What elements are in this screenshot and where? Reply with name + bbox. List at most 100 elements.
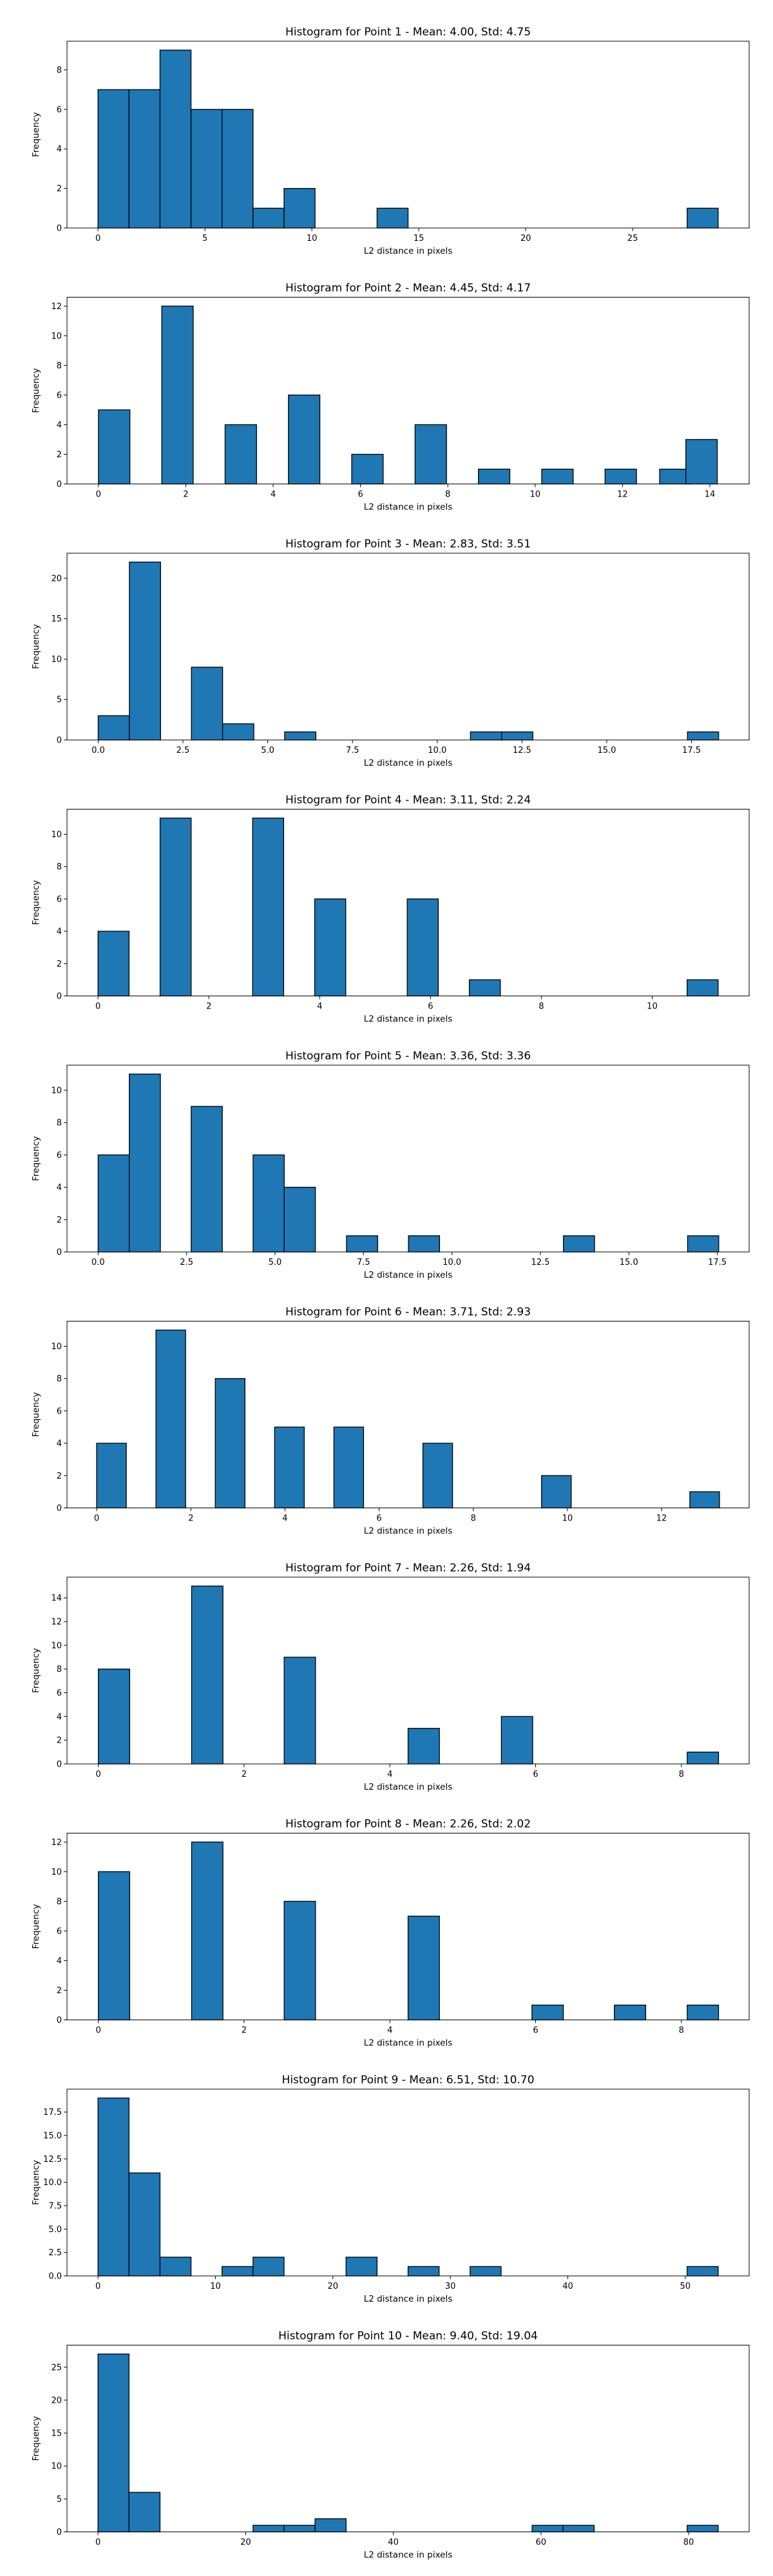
y-tick-label: 10 [51,1086,62,1095]
x-tick-label: 20 [520,234,531,243]
histogram-chart-9: Histogram for Point 9 - Mean: 6.51, Std:… [31,2074,750,2304]
histogram-bar [98,409,131,485]
x-tick-label: 8 [679,2026,684,2036]
histogram-bar [155,1329,186,1509]
chart-title: Histogram for Point 2 - Mean: 4.45, Std:… [285,282,531,295]
histogram-bar [414,424,447,485]
plot-frame [66,809,750,996]
histogram-bar [689,1491,720,1509]
y-tick-label: 0 [57,992,62,1001]
y-axis-label: Frequency [31,2160,41,2205]
x-axis-label: L2 distance in pixels [364,2038,452,2049]
y-tick-label: 0.0 [48,2272,62,2282]
x-axis-label: L2 distance in pixels [364,1014,452,1025]
y-tick-label: 6 [57,1689,62,1698]
x-axis-label: L2 distance in pixels [364,502,452,513]
y-tick-label: 8 [57,1119,62,1128]
histogram-chart-8: Histogram for Point 8 - Mean: 2.26, Std:… [31,1818,750,2049]
x-tick-label: 14 [705,490,716,500]
histogram-bar [283,187,316,229]
histogram-bar [422,1443,453,1509]
histogram-bar [288,394,321,485]
histogram-bar [604,468,637,485]
x-tick-label: 8 [679,1770,684,1779]
histogram-bar [407,1915,440,2021]
x-tick-label: 10.0 [428,746,446,755]
y-axis-label: Frequency [31,1136,41,1181]
x-tick-label: 15 [414,234,425,243]
histogram-bar [283,2524,316,2533]
histogram-bar [284,731,316,741]
y-tick-label: 15 [51,614,62,624]
x-axis-label: L2 distance in pixels [364,1782,452,1792]
histogram-bar [97,2098,129,2277]
y-tick-label: 14 [51,1594,62,1604]
x-tick-label: 2 [206,1002,211,1012]
histogram-bar [253,207,285,229]
histogram-bar [468,979,501,997]
plot-frame [66,2345,750,2532]
x-axis-label: L2 distance in pixels [364,758,452,768]
histogram-bar [191,1106,223,1253]
x-tick-label: 6 [428,1002,433,1012]
y-tick-label: 4 [57,927,62,937]
histogram-chart-6: Histogram for Point 6 - Mean: 3.71, Std:… [31,1306,750,1537]
histogram-bar [614,2004,646,2021]
histogram-bar [351,453,384,485]
x-tick-label: 40 [388,2538,399,2548]
plot-frame [66,1065,750,1253]
y-axis-label: Frequency [31,2416,41,2461]
y-tick-label: 4 [57,145,62,155]
histogram-chart-10: Histogram for Point 10 - Mean: 9.40, Std… [31,2330,750,2561]
x-tick-label: 10 [210,2282,221,2291]
x-tick-label: 2 [242,1770,247,1779]
histogram-bar [346,1235,378,1253]
x-tick-label: 0 [96,490,101,500]
histogram-bar [687,2524,719,2533]
histogram-bar [274,1426,305,1509]
y-tick-label: 12 [51,1618,62,1627]
histogram-chart-1: Histogram for Point 1 - Mean: 4.00, Std:… [31,26,750,256]
y-axis-label: Frequency [31,1392,41,1437]
x-tick-label: 30 [445,2282,456,2291]
histogram-bar [687,207,719,229]
y-axis-label: Frequency [31,880,41,925]
y-tick-label: 0 [57,224,62,234]
x-tick-label: 4 [387,2026,392,2036]
chart-title: Histogram for Point 4 - Mean: 3.11, Std:… [285,794,531,807]
plot-frame [66,1833,750,2020]
histogram-chart-7: Histogram for Point 7 - Mean: 2.26, Std:… [31,1562,750,1792]
y-axis-label: Frequency [31,1904,41,1949]
histogram-bar [222,109,254,229]
y-axis-label: Frequency [31,112,41,157]
chart-title: Histogram for Point 7 - Mean: 2.26, Std:… [285,1562,531,1575]
y-tick-label: 4 [57,1439,62,1449]
y-tick-label: 20 [51,574,62,583]
x-tick-label: 2 [183,490,188,500]
histogram-bar [128,2492,161,2533]
histogram-bar [253,2524,285,2533]
histogram-bar [562,2524,595,2533]
histogram-bar [253,1154,285,1253]
x-tick-label: 8 [471,1514,476,1524]
histogram-bar [685,439,718,485]
x-tick-label: 7.5 [357,1258,370,1267]
y-tick-label: 8 [57,1374,62,1384]
plot-frame [66,2088,750,2277]
x-tick-label: 6 [533,1770,538,1779]
y-tick-label: 6 [57,1927,62,1937]
y-tick-label: 2 [57,1215,62,1225]
x-tick-label: 5.0 [261,746,274,755]
histogram-bar [687,2266,719,2277]
histogram-chart-3: Histogram for Point 3 - Mean: 2.83, Std:… [31,538,750,768]
histogram-bar [215,1378,245,1509]
x-tick-label: 20 [240,2538,251,2548]
y-tick-label: 15.0 [43,2131,62,2141]
x-tick-label: 0 [95,234,100,243]
x-tick-label: 12 [617,490,628,500]
histogram-chart-2: Histogram for Point 2 - Mean: 4.45, Std:… [31,282,750,513]
histogram-bar [541,1475,572,1509]
x-tick-label: 8 [539,1002,544,1012]
histogram-bar [407,1728,440,1765]
histogram-bar [687,1235,720,1253]
